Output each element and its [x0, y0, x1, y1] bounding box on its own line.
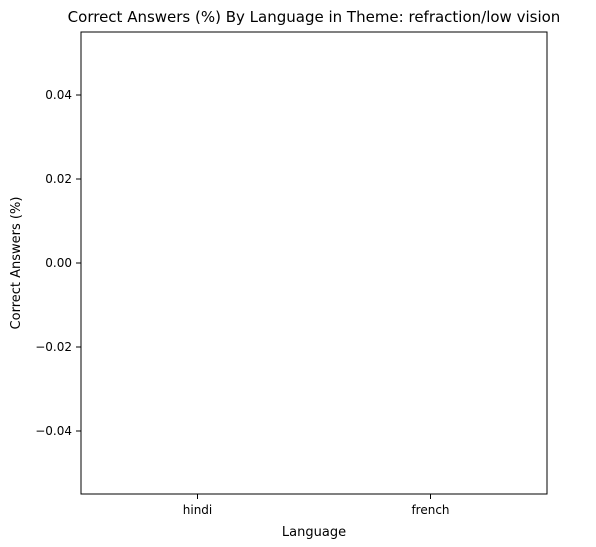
- plot-frame: [80, 31, 548, 495]
- plot-area: [80, 31, 548, 495]
- y-tick-label: 0.04: [45, 88, 72, 102]
- y-axis-label: Correct Answers (%): [9, 197, 24, 330]
- y-axis: −0.04 −0.02 0.00 0.02 0.04: [35, 88, 81, 438]
- chart-title: Correct Answers (%) By Language in Theme…: [68, 8, 561, 26]
- x-axis-label: Language: [282, 525, 346, 540]
- y-tick-label: 0.02: [45, 172, 72, 186]
- x-tick-label: hindi: [183, 503, 213, 517]
- x-tick-label: french: [411, 503, 449, 517]
- y-tick-label: −0.02: [35, 340, 72, 354]
- y-tick-label: −0.04: [35, 424, 72, 438]
- y-tick-label: 0.00: [45, 256, 72, 270]
- x-axis: hindi french: [183, 494, 450, 517]
